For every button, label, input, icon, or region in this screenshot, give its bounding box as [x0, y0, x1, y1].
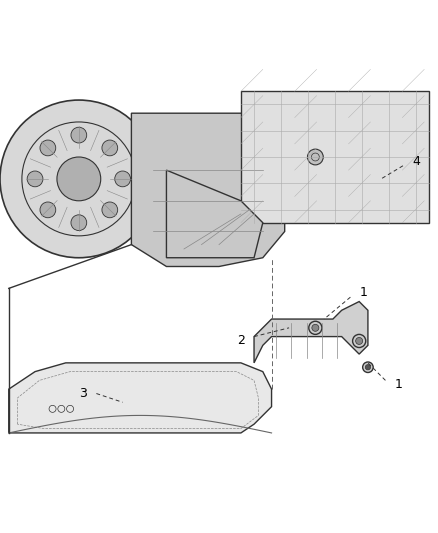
Circle shape: [312, 324, 319, 332]
Circle shape: [40, 140, 56, 156]
Circle shape: [309, 321, 322, 334]
Polygon shape: [254, 302, 368, 363]
Circle shape: [356, 337, 363, 344]
Text: 1: 1: [360, 286, 367, 300]
Circle shape: [363, 362, 373, 373]
Circle shape: [71, 215, 87, 231]
Circle shape: [307, 149, 323, 165]
Circle shape: [353, 334, 366, 348]
Circle shape: [102, 202, 118, 218]
Circle shape: [57, 157, 101, 201]
Circle shape: [71, 127, 87, 143]
Circle shape: [102, 140, 118, 156]
Text: 2: 2: [237, 335, 245, 348]
Polygon shape: [131, 113, 285, 266]
Polygon shape: [166, 170, 263, 258]
Circle shape: [115, 171, 131, 187]
Circle shape: [365, 365, 371, 370]
Circle shape: [27, 171, 43, 187]
FancyBboxPatch shape: [241, 91, 429, 223]
Text: 4: 4: [412, 155, 420, 168]
Polygon shape: [9, 363, 272, 433]
Text: 3: 3: [79, 387, 87, 400]
Circle shape: [0, 100, 158, 258]
Circle shape: [40, 202, 56, 218]
Text: 1: 1: [395, 378, 403, 391]
